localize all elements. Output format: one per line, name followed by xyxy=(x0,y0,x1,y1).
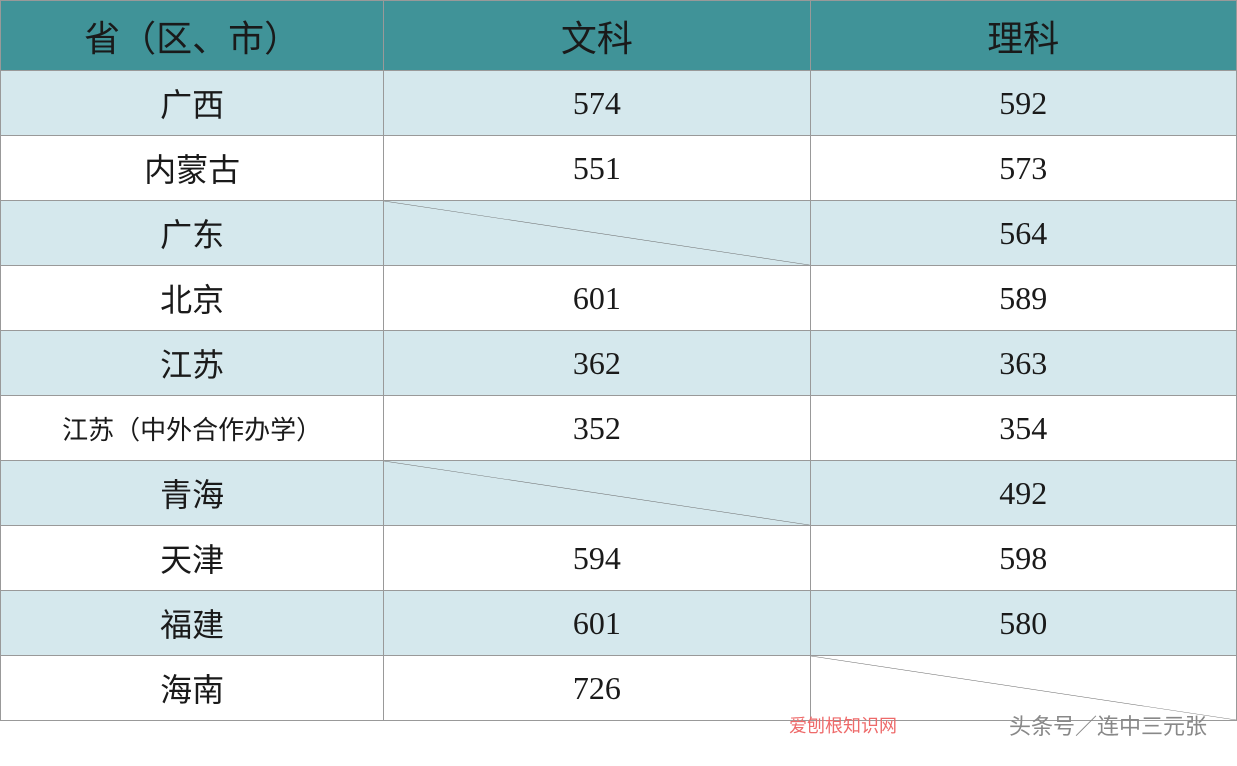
cell-province: 广东 xyxy=(1,201,384,266)
table-body: 广西574592内蒙古551573广东564北京601589江苏362363江苏… xyxy=(1,71,1237,721)
cell-wen xyxy=(384,201,810,266)
cell-li: 492 xyxy=(810,461,1236,526)
table-row: 江苏362363 xyxy=(1,331,1237,396)
scores-table: 省（区、市） 文科 理科 广西574592内蒙古551573广东564北京601… xyxy=(0,0,1237,721)
cell-province: 广西 xyxy=(1,71,384,136)
cell-wen xyxy=(384,461,810,526)
cell-province: 青海 xyxy=(1,461,384,526)
table-row: 天津594598 xyxy=(1,526,1237,591)
cell-province: 内蒙古 xyxy=(1,136,384,201)
cell-province: 海南 xyxy=(1,656,384,721)
table-row: 青海 492 xyxy=(1,461,1237,526)
table-row: 海南726 xyxy=(1,656,1237,721)
cell-li: 564 xyxy=(810,201,1236,266)
cell-wen: 726 xyxy=(384,656,810,721)
cell-wen: 352 xyxy=(384,396,810,461)
cell-li: 363 xyxy=(810,331,1236,396)
cell-province: 江苏（中外合作办学） xyxy=(1,396,384,461)
cell-wen: 594 xyxy=(384,526,810,591)
cell-li xyxy=(810,656,1236,721)
cell-li: 598 xyxy=(810,526,1236,591)
cell-wen: 574 xyxy=(384,71,810,136)
header-wen: 文科 xyxy=(384,1,810,71)
cell-li: 592 xyxy=(810,71,1236,136)
cell-province: 天津 xyxy=(1,526,384,591)
cell-li: 354 xyxy=(810,396,1236,461)
cell-province: 福建 xyxy=(1,591,384,656)
cell-wen: 362 xyxy=(384,331,810,396)
table-row: 北京601589 xyxy=(1,266,1237,331)
header-li: 理科 xyxy=(810,1,1236,71)
table-row: 广西574592 xyxy=(1,71,1237,136)
cell-li: 573 xyxy=(810,136,1236,201)
cell-province: 江苏 xyxy=(1,331,384,396)
header-province: 省（区、市） xyxy=(1,1,384,71)
table-row: 江苏（中外合作办学）352354 xyxy=(1,396,1237,461)
cell-wen: 601 xyxy=(384,591,810,656)
table-row: 内蒙古551573 xyxy=(1,136,1237,201)
cell-li: 589 xyxy=(810,266,1236,331)
cell-li: 580 xyxy=(810,591,1236,656)
table-row: 福建601580 xyxy=(1,591,1237,656)
table-header-row: 省（区、市） 文科 理科 xyxy=(1,1,1237,71)
cell-province: 北京 xyxy=(1,266,384,331)
cell-wen: 551 xyxy=(384,136,810,201)
table-row: 广东 564 xyxy=(1,201,1237,266)
cell-wen: 601 xyxy=(384,266,810,331)
